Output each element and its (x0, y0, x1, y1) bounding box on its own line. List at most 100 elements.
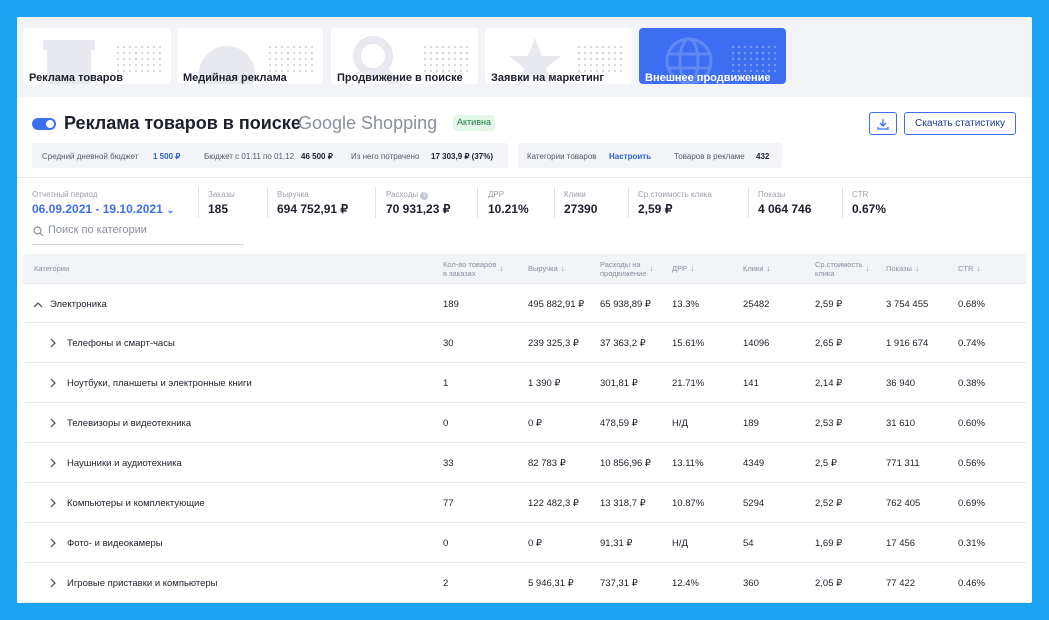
cell-revenue: 1 390 ₽ (528, 377, 561, 389)
cell-spend: 37 363,2 ₽ (600, 337, 646, 349)
campaign-toggle[interactable] (32, 118, 56, 130)
table-row[interactable]: Наушники и аудиотехника 33 82 783 ₽ 10 856,… (23, 443, 1026, 483)
chevron-right-icon[interactable] (50, 523, 57, 563)
cell-revenue: 82 783 ₽ (528, 457, 566, 469)
col-ctr[interactable]: CTR ↓ (958, 264, 981, 273)
cell-drr: 13.11% (672, 457, 704, 469)
categories-label: Категории товаров (527, 152, 597, 161)
table-row[interactable]: Телевизоры и видеотехника 0 0 ₽ 478,59 ₽ Н/Д… (23, 403, 1026, 443)
sort-arrow-icon: ↓ (560, 264, 565, 273)
daily-budget-value[interactable]: 1 500 ₽ (153, 152, 181, 161)
table-row[interactable]: Игровые приставки и компьютеры 2 5 946,31 … (23, 563, 1026, 603)
chevron-up-icon[interactable] (33, 284, 43, 324)
cell-cpc: 2,14 ₽ (815, 377, 843, 389)
cell-drr: 15.61% (672, 337, 705, 349)
help-icon[interactable]: ? (420, 192, 429, 200)
ctr-value: 0.67% (852, 202, 887, 216)
category-search-input[interactable] (48, 224, 238, 236)
table-row[interactable]: Фото- и видеокамеры 0 0 ₽ 91,31 ₽ Н/Д 54 1,69 … (23, 523, 1026, 563)
sort-arrow-icon: ↓ (976, 264, 981, 273)
star-icon (509, 38, 561, 84)
cell-revenue: 495 882,91 ₽ (528, 298, 585, 310)
period-label: Отчетный период (32, 190, 98, 199)
cell-revenue: 5 946,31 ₽ (528, 577, 574, 589)
cell-cpc: 2,5 ₽ (815, 457, 837, 469)
col-impressions[interactable]: Показы ↓ (886, 264, 919, 273)
period-picker[interactable]: 06.09.2021 - 19.10.2021 ⌄ (32, 202, 174, 216)
spent-label: Из него потрачено (351, 152, 420, 161)
tab-label: Медийная реклама (183, 72, 287, 84)
cell-cpc: 2,65 ₽ (815, 337, 843, 349)
cell-orders: 0 (443, 537, 449, 549)
cell-revenue: 0 ₽ (528, 417, 542, 429)
globe-icon (665, 37, 713, 84)
cell-orders: 77 (443, 497, 454, 509)
cell-spend: 737,31 ₽ (600, 577, 638, 589)
col-revenue[interactable]: Выручка ↓ (528, 264, 565, 273)
cell-clicks: 360 (743, 577, 759, 589)
cell-spend: 65 938,89 ₽ (600, 298, 651, 310)
chevron-right-icon[interactable] (50, 483, 57, 523)
tab-search-promotion[interactable]: Продвижение в поиске (331, 28, 478, 84)
sort-arrow-icon: ↓ (499, 264, 504, 273)
configure-categories-link[interactable]: Настроить (609, 152, 652, 161)
cell-ctr: 0.46% (958, 577, 985, 589)
col-clicks[interactable]: Клики ↓ (743, 264, 771, 273)
budget-panel: Средний дневной бюджет 1 500 ₽ Бюджет с … (32, 143, 508, 168)
cell-drr: Н/Д (672, 417, 688, 429)
category-name: Телевизоры и видеотехника (67, 417, 192, 429)
cell-revenue: 0 ₽ (528, 537, 542, 549)
divider (17, 177, 1032, 178)
chevron-right-icon[interactable] (50, 443, 57, 483)
col-drr[interactable]: ДРР ↓ (672, 264, 695, 273)
cell-orders: 2 (443, 577, 449, 589)
table-row[interactable]: Электроника 189 495 882,91 ₽ 65 938,89 ₽ 13.… (23, 283, 1026, 323)
table-row[interactable]: Телефоны и смарт-часы 30 239 325,3 ₽ 37 363… (23, 323, 1026, 363)
download-icon-button[interactable] (869, 112, 897, 135)
sort-arrow-icon: ↓ (690, 264, 695, 273)
table-row[interactable]: Ноутбуки, планшеты и электронные книги 1 1… (23, 363, 1026, 403)
impressions-label: Показы (758, 190, 786, 199)
cell-cpc: 2,52 ₽ (815, 497, 843, 509)
period-budget-label: Бюджет с 01.11 по 01.12 (204, 152, 295, 161)
revenue-label: Выручка (277, 190, 309, 199)
cell-drr: 12.4% (672, 577, 699, 589)
status-badge: Активна (453, 115, 495, 131)
cell-cpc: 2,53 ₽ (815, 417, 843, 429)
cell-cpc: 1,69 ₽ (815, 537, 843, 549)
chevron-right-icon[interactable] (50, 363, 57, 403)
tab-label: Реклама товаров (29, 72, 123, 84)
category-search (32, 221, 244, 245)
cell-impressions: 762 405 (886, 497, 921, 509)
cell-revenue: 122 482,3 ₽ (528, 497, 579, 509)
tab-product-ads[interactable]: Реклама товаров (23, 28, 171, 84)
col-cpc[interactable]: Ср.стоимость клика ↓ (815, 259, 870, 278)
col-orders[interactable]: Кол-во товаров в заказах ↓ (443, 259, 504, 278)
tab-external-promotion[interactable]: Внешнее продвижение (639, 28, 786, 84)
cell-impressions: 31 610 (886, 417, 916, 429)
chevron-right-icon[interactable] (50, 323, 57, 363)
cell-impressions: 17 456 (886, 537, 916, 549)
cell-drr: 10.87% (672, 497, 705, 509)
table-row[interactable]: Компьютеры и комплектующие 77 122 482,3 ₽ 1… (23, 483, 1026, 523)
table-header: Категории Кол-во товаров в заказах ↓ Выруч… (23, 254, 1026, 283)
sort-arrow-icon: ↓ (649, 264, 654, 273)
sort-arrow-icon: ↓ (766, 264, 771, 273)
chevron-right-icon[interactable] (50, 563, 57, 603)
tab-marketing-requests[interactable]: Заявки на маркетинг (485, 28, 632, 84)
clicks-value: 27390 (564, 202, 598, 216)
period-value: 06.09.2021 - 19.10.2021 (32, 202, 163, 216)
search-icon (33, 226, 44, 237)
cell-drr: 13.3% (672, 298, 699, 310)
tab-media-ads[interactable]: Медийная реклама (177, 28, 323, 84)
products-value: 432 (756, 152, 770, 161)
cell-orders: 1 (443, 377, 449, 389)
col-spend[interactable]: Расходы на продвижение ↓ (600, 259, 654, 278)
col-category: Категории (34, 264, 70, 273)
chevron-right-icon[interactable] (50, 403, 57, 443)
search-icon (353, 36, 400, 84)
cell-spend: 10 856,96 ₽ (600, 457, 651, 469)
download-stats-button[interactable]: Скачать статистику (904, 112, 1016, 135)
clicks-label: Клики (564, 190, 586, 199)
page-subtitle: Google Shopping (298, 113, 438, 133)
